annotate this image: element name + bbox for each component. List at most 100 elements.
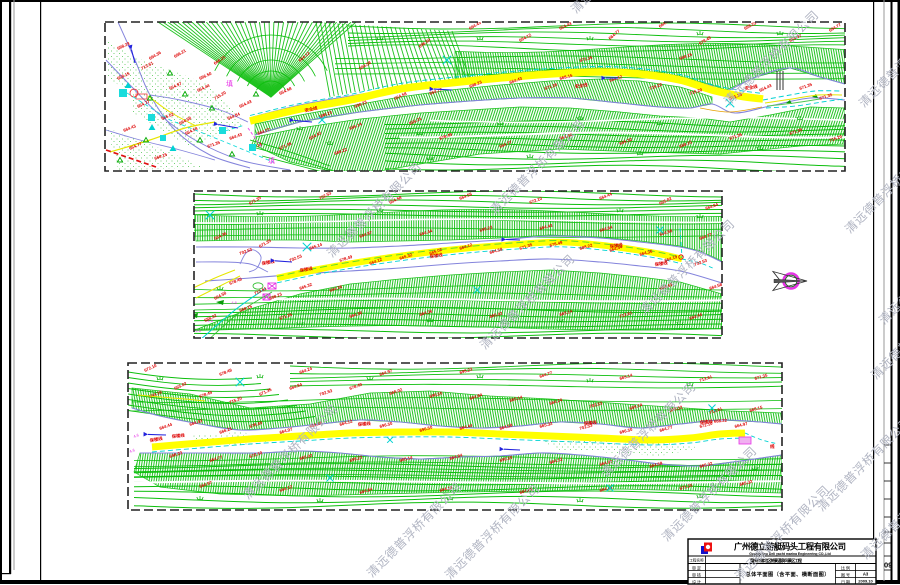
svg-text:Guangzhou Deli yacht marina En: Guangzhou Deli yacht marina Engineering … (749, 552, 830, 556)
svg-text:715.20: 715.20 (829, 134, 844, 143)
svg-text:666.21: 666.21 (173, 48, 187, 59)
svg-text:698.23: 698.23 (349, 454, 364, 463)
svg-text:702.53: 702.53 (318, 190, 332, 201)
svg-text:664.43: 664.43 (758, 83, 773, 93)
svg-text:664.58: 664.58 (178, 115, 192, 126)
svg-text:665.02: 665.02 (658, 196, 673, 206)
svg-text:668.15: 668.15 (116, 71, 131, 81)
svg-text:668.15: 668.15 (239, 304, 254, 313)
svg-text:664.24: 664.24 (549, 397, 564, 406)
svg-text:664.58: 664.58 (709, 282, 724, 291)
svg-text:664.97: 664.97 (199, 480, 214, 489)
svg-text:664.43: 664.43 (229, 132, 244, 141)
svg-text:702.53: 702.53 (579, 422, 594, 431)
svg-text:664.77: 664.77 (136, 99, 151, 109)
svg-text:664.58: 664.58 (278, 86, 293, 96)
svg-text:666.21: 666.21 (213, 54, 227, 66)
svg-text:715.20: 715.20 (229, 395, 244, 405)
svg-text:664.36: 664.36 (329, 284, 344, 293)
svg-text:671.35: 671.35 (544, 82, 559, 91)
svg-text:-4.6: -4.6 (194, 328, 202, 333)
svg-text:-4.6: -4.6 (206, 318, 214, 323)
svg-text:664.77: 664.77 (209, 454, 224, 463)
svg-text:664.36: 664.36 (349, 310, 364, 319)
svg-text:664.77: 664.77 (429, 87, 444, 96)
svg-text:664.84: 664.84 (359, 486, 374, 495)
svg-text:-4.6: -4.6 (230, 300, 238, 305)
svg-text:664.43: 664.43 (539, 223, 554, 231)
svg-text:664.58: 664.58 (184, 126, 199, 136)
svg-text:702.53: 702.53 (694, 258, 709, 267)
svg-text:678.49: 678.49 (349, 382, 364, 391)
svg-text:664.44: 664.44 (419, 228, 434, 237)
svg-text:668.15: 668.15 (679, 52, 694, 61)
svg-text:664.77: 664.77 (828, 22, 842, 33)
svg-text:664.77: 664.77 (539, 370, 554, 379)
svg-text:安全线: 安全线 (574, 81, 588, 90)
svg-text:671.35: 671.35 (729, 132, 744, 141)
svg-text:665.32: 665.32 (669, 404, 684, 413)
svg-text:图 号: 图 号 (841, 572, 850, 578)
svg-text:4.6: 4.6 (133, 432, 141, 439)
svg-text:678.49: 678.49 (439, 132, 454, 141)
svg-text:664.77: 664.77 (257, 127, 272, 136)
svg-text:665.02: 665.02 (299, 453, 314, 461)
svg-text:664.44: 664.44 (159, 422, 174, 431)
svg-text:664.84: 664.84 (599, 224, 614, 233)
svg-text:698.23: 698.23 (743, 20, 757, 31)
svg-text:664.19: 664.19 (664, 254, 679, 263)
svg-text:715.20: 715.20 (213, 90, 227, 101)
svg-text:696.50: 696.50 (198, 71, 213, 81)
svg-text:678.49: 678.49 (229, 276, 244, 286)
svg-text:664.97: 664.97 (279, 426, 294, 435)
svg-text:664.97: 664.97 (359, 230, 374, 239)
svg-text:664.12: 664.12 (459, 242, 474, 251)
svg-text:664.58: 664.58 (393, 91, 408, 101)
svg-text:比 例: 比 例 (841, 565, 850, 571)
svg-text:保楼线: 保楼线 (260, 258, 276, 267)
svg-text:688.22: 688.22 (579, 242, 594, 251)
svg-text:保楼线: 保楼线 (148, 435, 164, 444)
svg-text:671.35: 671.35 (258, 387, 273, 397)
svg-text:664.12: 664.12 (369, 257, 384, 266)
svg-text:664.43: 664.43 (659, 282, 674, 291)
svg-text:671.35: 671.35 (278, 141, 293, 151)
svg-text:664.43: 664.43 (189, 418, 204, 427)
svg-text:664.58: 664.58 (659, 228, 674, 237)
svg-text:671.35: 671.35 (519, 242, 534, 251)
svg-text:665.02: 665.02 (489, 311, 504, 319)
svg-text:671.35: 671.35 (799, 82, 814, 91)
svg-text:672.10: 672.10 (699, 421, 714, 429)
svg-text:664.19: 664.19 (309, 420, 324, 429)
svg-text:678.49: 678.49 (339, 254, 354, 263)
svg-text:保楼线: 保楼线 (428, 251, 443, 260)
svg-text:664.97: 664.97 (788, 33, 803, 43)
svg-text:设 计: 设 计 (692, 579, 701, 585)
svg-text:664.43: 664.43 (509, 76, 524, 85)
svg-text:696.50: 696.50 (499, 455, 514, 463)
svg-text:698.23: 698.23 (479, 224, 494, 233)
svg-text:671.35: 671.35 (207, 140, 222, 149)
svg-text:664.58: 664.58 (649, 460, 664, 469)
svg-text:664.44: 664.44 (599, 485, 614, 493)
svg-text:715.20: 715.20 (689, 87, 704, 96)
svg-text:664.44: 664.44 (196, 83, 211, 93)
svg-text:713.61: 713.61 (699, 374, 714, 383)
svg-text:保楼线: 保楼线 (608, 241, 623, 250)
svg-text:664.12: 664.12 (339, 418, 354, 427)
svg-text:665.32: 665.32 (299, 282, 314, 291)
svg-text:664.12: 664.12 (279, 484, 294, 493)
svg-text:696.50: 696.50 (429, 390, 444, 399)
svg-text:702.53: 702.53 (319, 388, 334, 397)
svg-text:671.35: 671.35 (248, 195, 262, 206)
svg-text:671.35: 671.35 (819, 92, 834, 101)
svg-text:665.14: 665.14 (619, 372, 634, 381)
svg-text:688.22: 688.22 (203, 313, 218, 323)
svg-text:线: 线 (770, 443, 775, 450)
svg-text:665.14: 665.14 (509, 394, 524, 403)
svg-text:678.49: 678.49 (549, 240, 564, 248)
svg-text:664.97: 664.97 (379, 368, 394, 377)
svg-text:665.02: 665.02 (161, 111, 176, 121)
svg-text:664.84: 664.84 (289, 382, 304, 391)
svg-text:664.77: 664.77 (699, 232, 714, 241)
